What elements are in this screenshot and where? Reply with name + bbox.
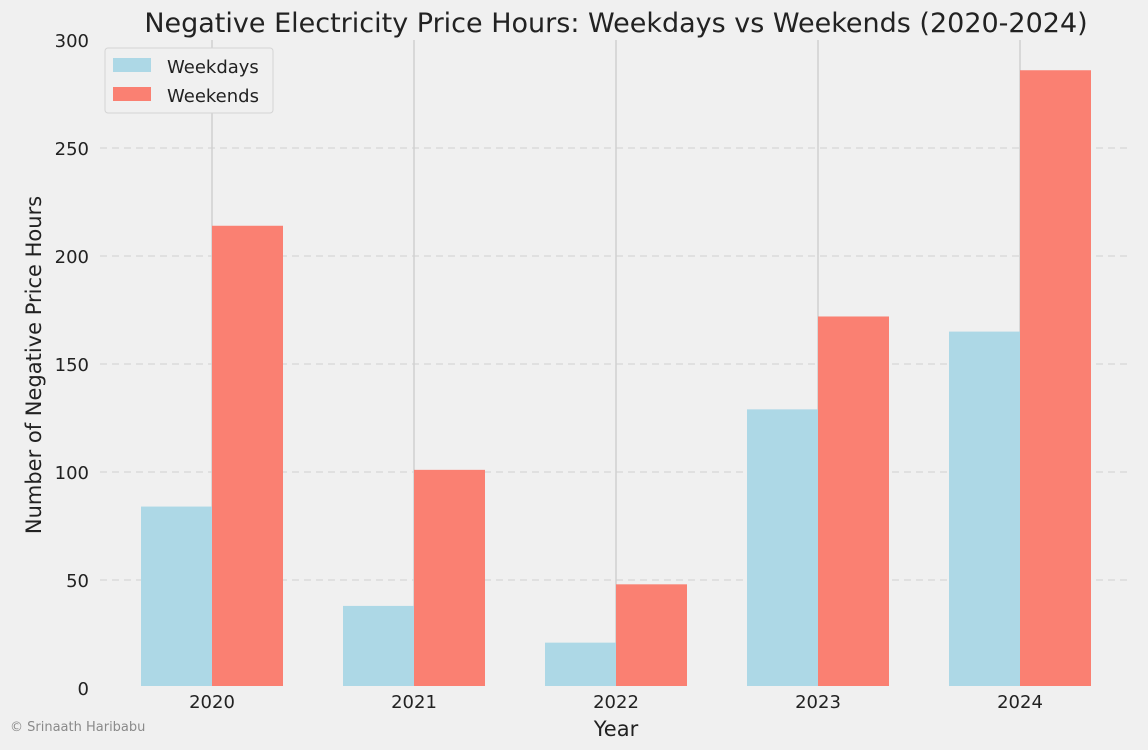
bar-weekends-2020 bbox=[212, 225, 283, 686]
x-tick-label: 2020 bbox=[189, 692, 235, 713]
bars-layer bbox=[141, 70, 1091, 687]
bar-weekdays-2021 bbox=[343, 605, 414, 686]
x-axis-label: Year bbox=[593, 717, 639, 741]
chart-title: Negative Electricity Price Hours: Weekda… bbox=[144, 8, 1087, 39]
bar-weekends-2022 bbox=[616, 584, 687, 686]
bar-weekdays-2022 bbox=[545, 642, 616, 686]
y-tick-label: 150 bbox=[55, 355, 89, 376]
y-axis-label: Number of Negative Price Hours bbox=[22, 196, 46, 534]
y-tick-label: 200 bbox=[55, 247, 89, 268]
legend-label-weekdays: Weekdays bbox=[167, 57, 259, 78]
x-tick-label: 2021 bbox=[391, 692, 437, 713]
legend-label-weekends: Weekends bbox=[167, 86, 259, 107]
copyright-notice: © Srinaath Haribabu bbox=[10, 720, 146, 735]
legend: Weekdays Weekends bbox=[104, 47, 274, 114]
y-tick-label: 0 bbox=[78, 679, 89, 700]
bar-weekdays-2023 bbox=[747, 409, 818, 686]
bar-weekends-2023 bbox=[818, 316, 889, 686]
bar-weekends-2024 bbox=[1020, 70, 1091, 687]
y-tick-label: 300 bbox=[55, 31, 89, 52]
x-tick-label: 2022 bbox=[593, 692, 639, 713]
x-tick-label: 2024 bbox=[997, 692, 1043, 713]
bar-weekends-2021 bbox=[414, 469, 485, 686]
y-tick-label: 100 bbox=[55, 463, 89, 484]
x-tick-label: 2023 bbox=[795, 692, 841, 713]
ticks-layer: 0 50 100 150 200 250 300 2020 2021 2022 2023 2024 bbox=[55, 31, 1043, 713]
y-tick-label: 50 bbox=[66, 571, 89, 592]
bar-weekdays-2020 bbox=[141, 506, 212, 686]
legend-swatch-weekends bbox=[113, 87, 151, 101]
legend-swatch-weekdays bbox=[113, 58, 151, 72]
bar-weekdays-2024 bbox=[949, 331, 1020, 686]
y-tick-label: 250 bbox=[55, 139, 89, 160]
